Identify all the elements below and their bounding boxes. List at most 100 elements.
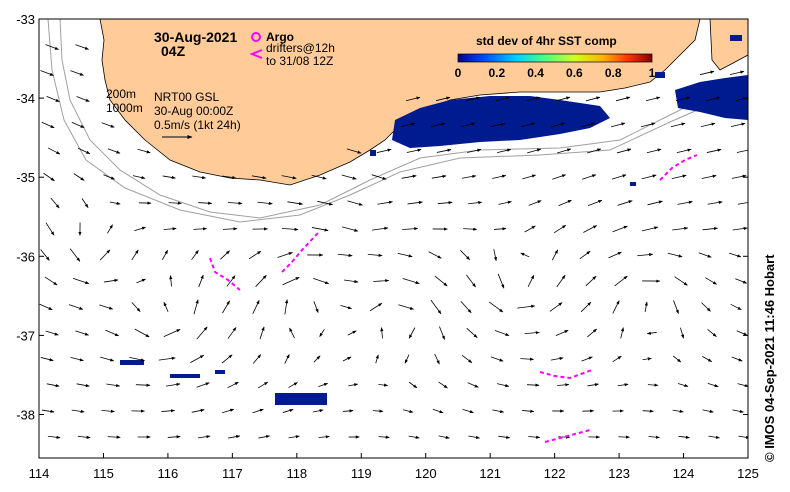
current-vector [524,331,540,335]
current-vector [134,226,147,232]
current-vector [645,96,661,102]
current-vector [313,355,321,363]
current-vector [462,409,474,414]
current-vector [196,326,208,340]
current-vector [610,122,626,128]
current-vector [342,409,354,413]
current-vector [587,328,597,338]
current-vector [81,198,89,208]
current-vector [161,409,175,413]
current-vector [674,276,688,286]
current-vector [460,122,476,127]
current-vector [380,327,384,339]
current-vector [549,302,563,312]
current-vector [731,174,747,179]
current-vector [71,409,85,413]
y-tick-label: -37 [16,328,35,343]
current-vector [677,383,689,387]
current-vector [670,122,686,128]
current-vector [700,122,716,128]
current-vector [168,201,182,205]
current-vector [462,174,477,179]
current-vector [614,275,628,287]
current-vector [197,435,211,439]
current-vector [227,327,237,339]
drifters-label: drifters@12h [266,41,335,55]
current-vector [587,199,603,207]
x-tick-label: 125 [737,466,759,481]
x-tick-label: 122 [544,466,566,481]
product-label: NRT00 GSL [154,90,219,104]
current-vector [729,70,745,76]
current-vector [371,174,387,180]
current-vector [637,253,654,257]
colorbar [457,53,653,63]
title-time: 04Z [161,43,186,59]
current-vector [432,408,444,414]
current-vector [312,409,324,413]
current-vector [347,330,357,336]
current-vector [495,96,511,102]
current-vector [50,197,60,209]
current-vector [198,201,213,205]
current-vector [277,252,293,258]
current-vector [731,356,743,362]
current-vector [137,148,151,154]
current-vector [587,383,599,387]
current-vector [107,148,121,154]
current-vector [494,330,510,336]
isobath-1000m [47,19,748,223]
current-vector [430,122,446,127]
current-vector [460,300,472,314]
colorbar-tick-label: 1 [649,66,656,80]
current-vector [228,435,241,439]
current-vector [497,273,505,289]
current-vector [463,227,478,231]
current-vector [376,148,392,154]
current-vector [641,174,657,180]
current-vector [612,300,620,314]
current-vector [193,227,207,231]
current-vector [439,326,445,340]
current-vector [608,251,622,259]
current-vector [436,148,452,153]
current-vector [258,435,270,439]
x-tick-label: 123 [608,466,630,481]
current-vector [196,382,210,388]
current-vector [129,356,145,362]
x-tick-label: 124 [673,466,695,481]
current-vector [556,274,566,288]
current-vector [107,224,113,234]
current-vector [222,300,230,314]
current-vector [221,354,233,364]
current-vector [405,96,421,102]
current-vector [193,299,199,315]
current-vector [493,227,507,231]
current-vector [45,44,59,50]
current-vector [401,174,417,179]
current-vector [289,327,295,339]
x-tick-label: 117 [222,466,243,481]
current-vector [467,382,479,388]
y-tick-label: -35 [16,170,35,185]
current-vector [287,201,303,206]
current-vector [672,409,684,413]
current-vector [107,435,121,439]
current-vector [673,300,679,314]
x-tick-label: 115 [93,466,114,481]
current-vector [585,96,601,102]
current-vector [75,330,89,336]
current-vector [222,408,235,414]
current-vector [528,200,542,206]
current-vector [47,147,61,155]
x-axis: 114 115 116 117 118 119 120 121 122 123 124 125 [29,453,759,481]
drifter-marker-icon [249,49,263,59]
current-vector [527,274,535,288]
current-vector [647,383,659,387]
current-vector [45,330,59,336]
current-vector [497,383,510,388]
current-vector [222,175,237,180]
current-vector [198,274,204,288]
current-vector [76,96,90,102]
current-vector [131,302,141,312]
